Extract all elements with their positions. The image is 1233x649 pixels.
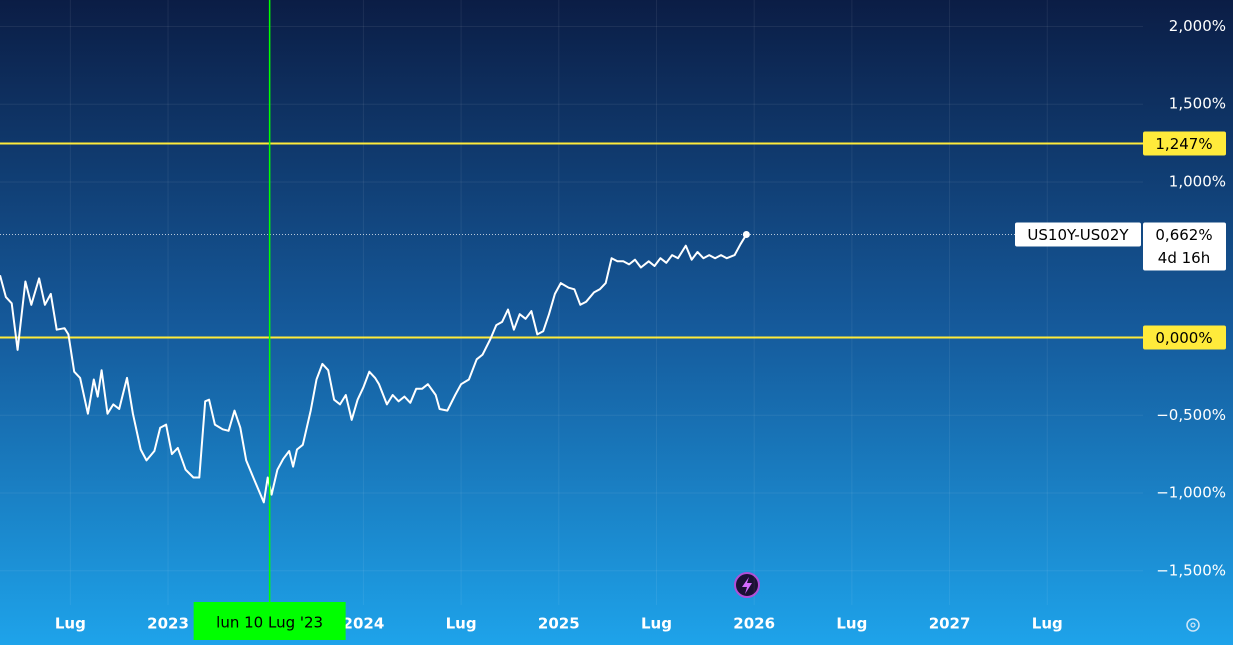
y-tick-label: 2,000%	[1169, 17, 1226, 35]
crosshair-label: lun 10 Lug '23	[216, 614, 323, 632]
price-label-box	[1143, 325, 1226, 350]
x-tick-label: Lug	[55, 615, 86, 633]
y-tick-label: −1,500%	[1156, 561, 1226, 579]
legend-name: US10Y-US02Y	[1027, 226, 1129, 244]
x-tick-label: Lug	[836, 615, 867, 633]
price-label-box	[1143, 131, 1226, 156]
x-tick-label: 2026	[733, 615, 775, 633]
crosshair-label-box	[193, 602, 346, 640]
y-tick-label: 1,000%	[1169, 172, 1226, 190]
series-line	[0, 233, 748, 504]
y-tick-label: −1,000%	[1156, 484, 1226, 502]
settings-icon[interactable]	[1186, 618, 1200, 632]
value-box	[1143, 222, 1226, 271]
price-label: 1,247%	[1155, 135, 1212, 153]
x-tick-label: 2023	[147, 615, 189, 633]
price-label: 0,000%	[1155, 329, 1212, 347]
x-tick-label: Lug	[641, 615, 672, 633]
x-tick-label: Lug	[1032, 615, 1063, 633]
x-tick-label: 2025	[538, 615, 580, 633]
x-tick-label: Lug	[446, 615, 477, 633]
countdown: 4d 16h	[1158, 249, 1210, 267]
y-tick-label: −0,500%	[1156, 406, 1226, 424]
x-tick-label: 2024	[343, 615, 385, 633]
x-tick-label: 2027	[929, 615, 971, 633]
last-point	[742, 231, 750, 239]
legend-box	[1015, 222, 1141, 247]
indicator-icon[interactable]	[734, 572, 760, 598]
last-value-label: 0,662%	[1155, 226, 1212, 244]
y-tick-label: 1,500%	[1169, 95, 1226, 113]
